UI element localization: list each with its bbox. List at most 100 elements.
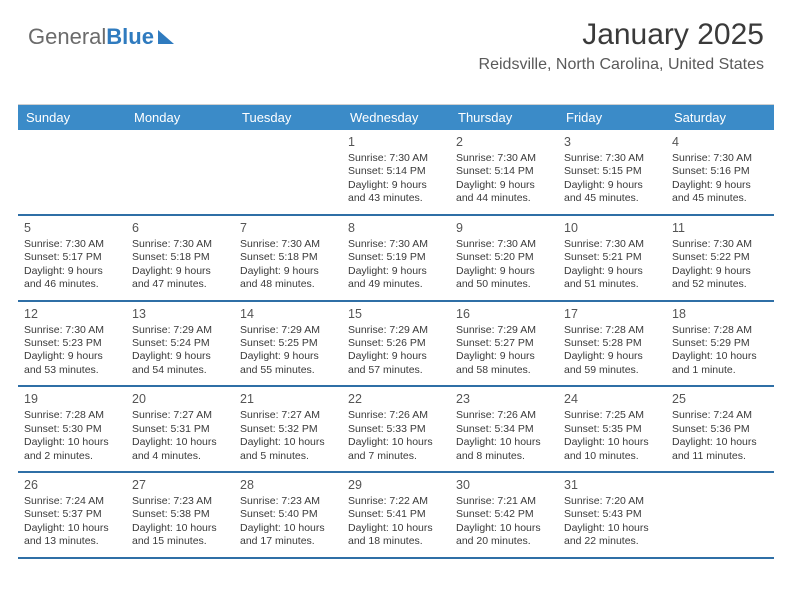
day-cell: 24Sunrise: 7:25 AMSunset: 5:35 PMDayligh… bbox=[558, 387, 666, 471]
day-cell: 13Sunrise: 7:29 AMSunset: 5:24 PMDayligh… bbox=[126, 302, 234, 386]
day-cell: 7Sunrise: 7:30 AMSunset: 5:18 PMDaylight… bbox=[234, 216, 342, 300]
daylight-text: Daylight: 10 hours bbox=[132, 436, 228, 449]
daylight-text: and 45 minutes. bbox=[672, 192, 768, 205]
sunset-text: Sunset: 5:18 PM bbox=[240, 251, 336, 264]
day-header: Monday bbox=[126, 105, 234, 130]
sunrise-text: Sunrise: 7:23 AM bbox=[240, 495, 336, 508]
daylight-text: and 52 minutes. bbox=[672, 278, 768, 291]
sunset-text: Sunset: 5:40 PM bbox=[240, 508, 336, 521]
day-header: Sunday bbox=[18, 105, 126, 130]
daylight-text: and 15 minutes. bbox=[132, 535, 228, 548]
sunrise-text: Sunrise: 7:30 AM bbox=[456, 152, 552, 165]
day-cell: 16Sunrise: 7:29 AMSunset: 5:27 PMDayligh… bbox=[450, 302, 558, 386]
daylight-text: and 46 minutes. bbox=[24, 278, 120, 291]
daylight-text: and 57 minutes. bbox=[348, 364, 444, 377]
daylight-text: and 48 minutes. bbox=[240, 278, 336, 291]
daylight-text: Daylight: 10 hours bbox=[456, 522, 552, 535]
empty-cell bbox=[18, 130, 126, 214]
day-header: Thursday bbox=[450, 105, 558, 130]
daylight-text: Daylight: 9 hours bbox=[132, 265, 228, 278]
sunrise-text: Sunrise: 7:23 AM bbox=[132, 495, 228, 508]
sunrise-text: Sunrise: 7:30 AM bbox=[132, 238, 228, 251]
daylight-text: and 47 minutes. bbox=[132, 278, 228, 291]
sunset-text: Sunset: 5:35 PM bbox=[564, 423, 660, 436]
day-cell: 10Sunrise: 7:30 AMSunset: 5:21 PMDayligh… bbox=[558, 216, 666, 300]
sunset-text: Sunset: 5:33 PM bbox=[348, 423, 444, 436]
sunset-text: Sunset: 5:20 PM bbox=[456, 251, 552, 264]
sunset-text: Sunset: 5:32 PM bbox=[240, 423, 336, 436]
day-header: Friday bbox=[558, 105, 666, 130]
sunrise-text: Sunrise: 7:22 AM bbox=[348, 495, 444, 508]
day-number: 22 bbox=[348, 391, 444, 407]
day-number: 4 bbox=[672, 134, 768, 150]
daylight-text: Daylight: 10 hours bbox=[672, 436, 768, 449]
sunrise-text: Sunrise: 7:30 AM bbox=[672, 238, 768, 251]
day-number: 14 bbox=[240, 306, 336, 322]
location-subtitle: Reidsville, North Carolina, United State… bbox=[479, 56, 764, 74]
daylight-text: and 59 minutes. bbox=[564, 364, 660, 377]
sunset-text: Sunset: 5:43 PM bbox=[564, 508, 660, 521]
sunset-text: Sunset: 5:41 PM bbox=[348, 508, 444, 521]
sunrise-text: Sunrise: 7:28 AM bbox=[564, 324, 660, 337]
day-cell: 21Sunrise: 7:27 AMSunset: 5:32 PMDayligh… bbox=[234, 387, 342, 471]
day-cell: 4Sunrise: 7:30 AMSunset: 5:16 PMDaylight… bbox=[666, 130, 774, 214]
day-cell: 27Sunrise: 7:23 AMSunset: 5:38 PMDayligh… bbox=[126, 473, 234, 557]
sunset-text: Sunset: 5:28 PM bbox=[564, 337, 660, 350]
sunrise-text: Sunrise: 7:30 AM bbox=[672, 152, 768, 165]
sunrise-text: Sunrise: 7:30 AM bbox=[24, 238, 120, 251]
header: January 2025 Reidsville, North Carolina,… bbox=[479, 18, 764, 74]
sunset-text: Sunset: 5:30 PM bbox=[24, 423, 120, 436]
sunset-text: Sunset: 5:31 PM bbox=[132, 423, 228, 436]
sunset-text: Sunset: 5:29 PM bbox=[672, 337, 768, 350]
day-number: 5 bbox=[24, 220, 120, 236]
daylight-text: and 51 minutes. bbox=[564, 278, 660, 291]
daylight-text: and 49 minutes. bbox=[348, 278, 444, 291]
sunset-text: Sunset: 5:26 PM bbox=[348, 337, 444, 350]
day-cell: 8Sunrise: 7:30 AMSunset: 5:19 PMDaylight… bbox=[342, 216, 450, 300]
daylight-text: Daylight: 10 hours bbox=[24, 436, 120, 449]
day-number: 12 bbox=[24, 306, 120, 322]
day-cell: 29 Sunrise: 7:22 AMSunset: 5:41 PMDayligh… bbox=[342, 473, 450, 557]
daylight-text: Daylight: 9 hours bbox=[564, 265, 660, 278]
day-number: 28 bbox=[240, 477, 336, 493]
daylight-text: and 45 minutes. bbox=[564, 192, 660, 205]
daylight-text: Daylight: 10 hours bbox=[456, 436, 552, 449]
day-cell: 9Sunrise: 7:30 AMSunset: 5:20 PMDaylight… bbox=[450, 216, 558, 300]
sunset-text: Sunset: 5:27 PM bbox=[456, 337, 552, 350]
sunrise-text: Sunrise: 7:29 AM bbox=[456, 324, 552, 337]
sunrise-text: Sunrise: 7:30 AM bbox=[348, 152, 444, 165]
sunset-text: Sunset: 5:37 PM bbox=[24, 508, 120, 521]
day-cell: 2Sunrise: 7:30 AMSunset: 5:14 PMDaylight… bbox=[450, 130, 558, 214]
day-number: 3 bbox=[564, 134, 660, 150]
daylight-text: and 2 minutes. bbox=[24, 450, 120, 463]
day-number: 2 bbox=[456, 134, 552, 150]
sunrise-text: Sunrise: 7:30 AM bbox=[564, 238, 660, 251]
day-cell: 18Sunrise: 7:28 AMSunset: 5:29 PMDayligh… bbox=[666, 302, 774, 386]
daylight-text: and 13 minutes. bbox=[24, 535, 120, 548]
daylight-text: Daylight: 9 hours bbox=[240, 350, 336, 363]
daylight-text: and 4 minutes. bbox=[132, 450, 228, 463]
daylight-text: Daylight: 10 hours bbox=[348, 522, 444, 535]
day-cell: 28Sunrise: 7:23 AMSunset: 5:40 PMDayligh… bbox=[234, 473, 342, 557]
daylight-text: Daylight: 9 hours bbox=[348, 350, 444, 363]
day-cell: 1Sunrise: 7:30 AMSunset: 5:14 PMDaylight… bbox=[342, 130, 450, 214]
sunrise-text: Sunrise: 7:27 AM bbox=[240, 409, 336, 422]
daylight-text: Daylight: 10 hours bbox=[564, 436, 660, 449]
sail-icon bbox=[158, 30, 174, 44]
day-cell: 17Sunrise: 7:28 AMSunset: 5:28 PMDayligh… bbox=[558, 302, 666, 386]
day-cell: 26Sunrise: 7:24 AMSunset: 5:37 PMDayligh… bbox=[18, 473, 126, 557]
sunrise-text: Sunrise: 7:30 AM bbox=[456, 238, 552, 251]
daylight-text: and 17 minutes. bbox=[240, 535, 336, 548]
daylight-text: Daylight: 9 hours bbox=[672, 265, 768, 278]
week-row: 19Sunrise: 7:28 AMSunset: 5:30 PMDayligh… bbox=[18, 387, 774, 473]
day-number: 31 bbox=[564, 477, 660, 493]
sunset-text: Sunset: 5:38 PM bbox=[132, 508, 228, 521]
sunset-text: Sunset: 5:36 PM bbox=[672, 423, 768, 436]
day-cell: 25Sunrise: 7:24 AMSunset: 5:36 PMDayligh… bbox=[666, 387, 774, 471]
daylight-text: Daylight: 10 hours bbox=[672, 350, 768, 363]
week-row: 1Sunrise: 7:30 AMSunset: 5:14 PMDaylight… bbox=[18, 130, 774, 216]
daylight-text: Daylight: 9 hours bbox=[672, 179, 768, 192]
sunrise-text: Sunrise: 7:27 AM bbox=[132, 409, 228, 422]
day-number: 29 bbox=[348, 477, 444, 493]
day-number: 16 bbox=[456, 306, 552, 322]
